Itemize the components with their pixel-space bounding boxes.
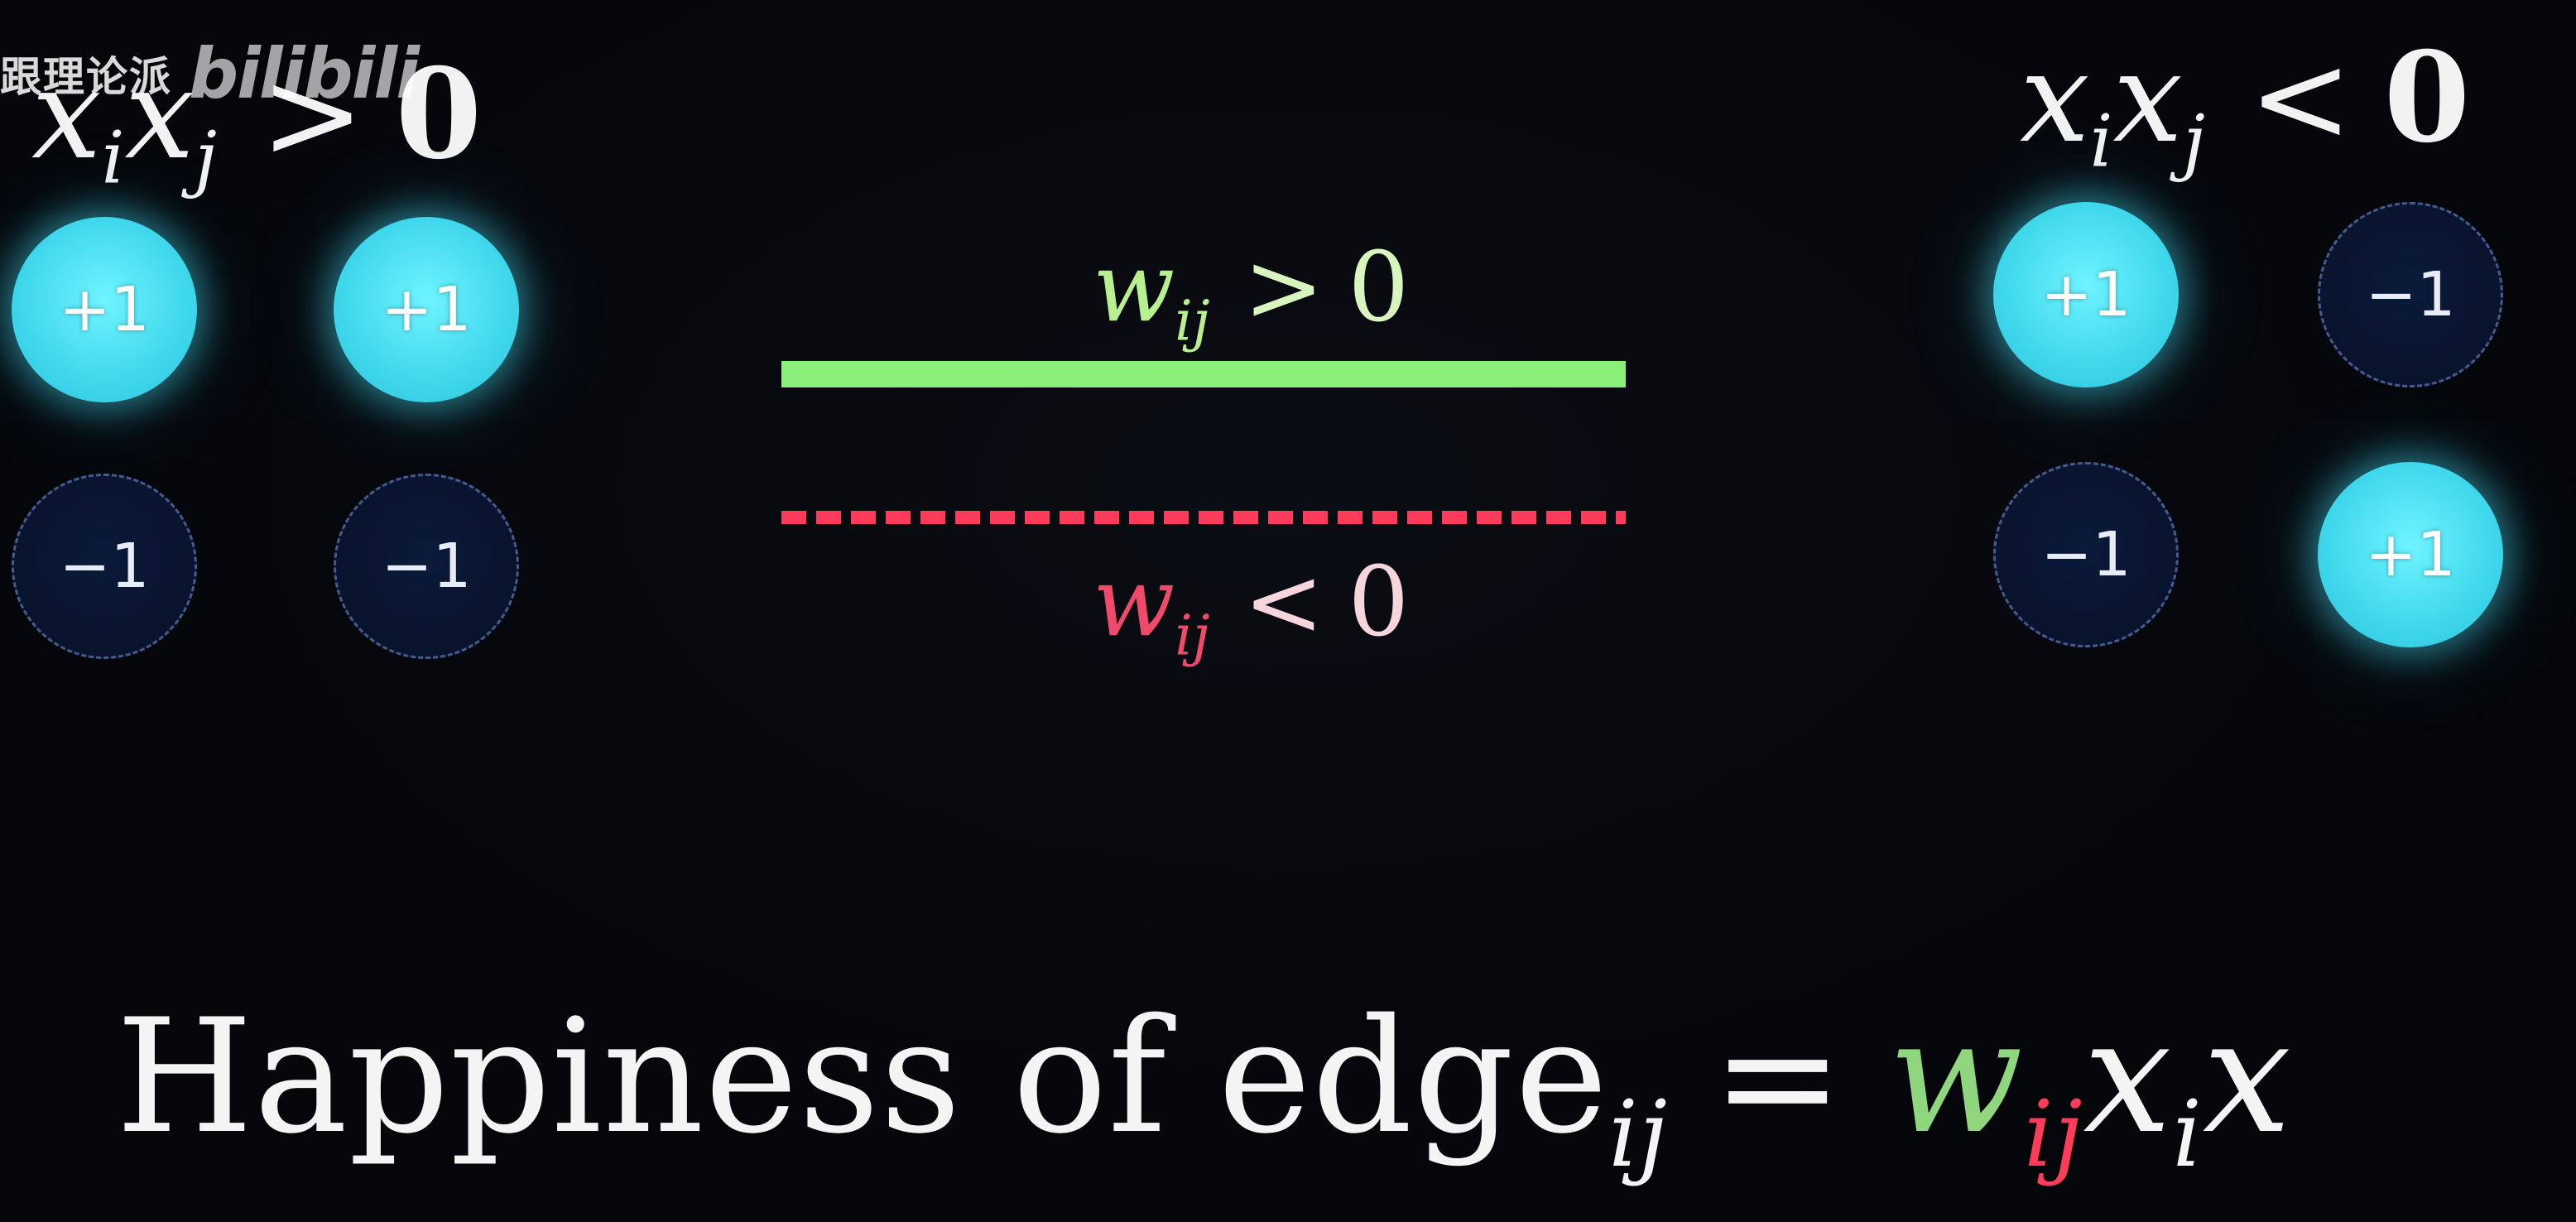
formula-weight-sub: ij [2024, 1080, 2083, 1187]
left-label-var-b: x [124, 43, 195, 187]
left-label-sub-a: i [101, 115, 125, 200]
left-label-var-a: x [31, 43, 102, 187]
left-condition-label: xixj >0 [31, 41, 482, 200]
formula-text-sub: ij [1608, 1080, 1668, 1187]
right-node-bottom-right: +1 [2318, 462, 2503, 647]
right-node-top-left: +1 [1993, 202, 2179, 387]
right-label-var-b: x [2112, 26, 2184, 171]
bilibili-logo: bilibili [189, 33, 420, 114]
negative-weight-w: w [1093, 546, 1175, 658]
negative-weight-op: < [1243, 546, 1324, 658]
watermark-text: 跟理论派 [0, 53, 172, 101]
positive-weight-sub: ij [1175, 288, 1210, 354]
happiness-formula: Happiness of edgeij = wijxix [116, 985, 2292, 1187]
left-label-sub-b: j [195, 115, 218, 200]
positive-weight-w: w [1093, 232, 1175, 344]
formula-x2: x [2202, 985, 2293, 1168]
positive-edge-line [781, 361, 1626, 387]
right-label-sub-a: i [2089, 99, 2113, 184]
right-label-sub-b: j [2183, 99, 2206, 184]
formula-equals: = [1712, 985, 1845, 1168]
right-label-value: 0 [2383, 25, 2471, 171]
formula-x1: x [2083, 985, 2173, 1168]
negative-weight-value: 0 [1348, 546, 1410, 658]
negative-edge-line [781, 511, 1626, 524]
formula-weight: w [1888, 985, 2025, 1168]
right-label-op: < [2248, 26, 2353, 171]
formula-text: Happiness of edge [116, 985, 1609, 1168]
left-node-top-left: +1 [12, 217, 197, 402]
watermark: 跟理论派 bilibili [0, 33, 420, 114]
right-node-top-right: −1 [2318, 202, 2503, 387]
left-label-value: 0 [395, 41, 483, 187]
left-node-bottom-right: −1 [334, 474, 519, 659]
formula-x1-sub: i [2172, 1080, 2203, 1187]
positive-weight-value: 0 [1348, 232, 1410, 344]
left-label-op: > [260, 43, 365, 187]
right-label-var-a: x [2020, 26, 2090, 171]
right-node-bottom-left: −1 [1993, 462, 2179, 647]
positive-weight-label: wij >0 [1093, 232, 1409, 354]
left-node-bottom-left: −1 [12, 474, 197, 659]
negative-weight-label: wij <0 [1093, 546, 1409, 668]
negative-weight-sub: ij [1175, 603, 1210, 668]
positive-weight-op: > [1243, 232, 1324, 344]
right-condition-label: xixj <0 [2020, 25, 2470, 183]
left-node-top-right: +1 [334, 217, 519, 402]
